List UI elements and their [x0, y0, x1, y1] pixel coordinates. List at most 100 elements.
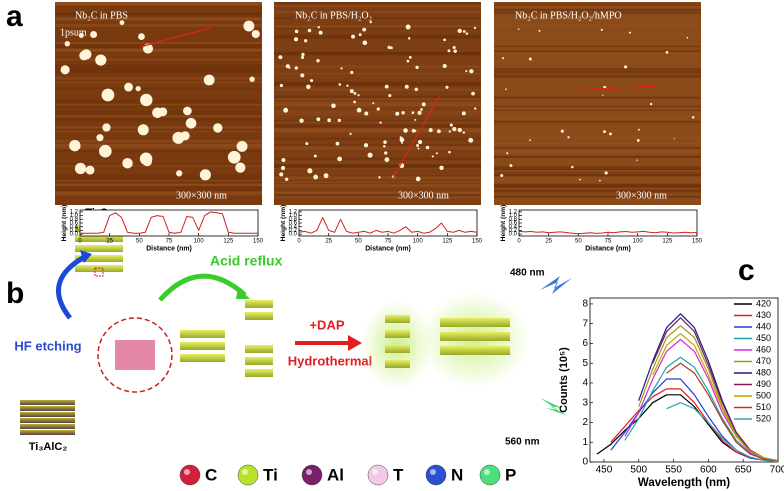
particle	[95, 54, 107, 66]
data-line	[624, 338, 779, 462]
panel-label: b	[6, 277, 24, 310]
legend-label: 420	[756, 298, 771, 308]
particle	[358, 33, 362, 37]
x-tick-label: 0	[297, 238, 301, 244]
texture	[494, 173, 701, 177]
data-line	[624, 356, 779, 462]
particle	[387, 45, 391, 49]
particle	[251, 29, 260, 39]
particle	[78, 33, 84, 39]
particle	[235, 162, 246, 173]
particle	[236, 140, 248, 152]
y-tick-label: 7	[582, 318, 588, 329]
particle	[691, 116, 695, 119]
texture	[494, 109, 701, 112]
texture	[494, 4, 701, 6]
particle	[331, 103, 336, 109]
particle	[505, 88, 507, 90]
y-tick-label: 1.2	[289, 209, 298, 215]
texture	[494, 105, 701, 108]
legend-label: 440	[756, 321, 771, 331]
x-tick-label: 125	[662, 238, 673, 244]
atom-label: P	[505, 465, 516, 484]
particle	[313, 174, 319, 180]
panel-label: c	[738, 254, 755, 287]
legend-label: 500	[756, 390, 771, 400]
texture	[274, 104, 481, 107]
texture	[55, 49, 262, 53]
texture	[494, 176, 701, 179]
image-size: 300×300 nm	[176, 190, 227, 201]
y-tick-label: 0.0	[509, 232, 518, 238]
x-tick-label: 50	[355, 238, 362, 244]
particle	[414, 87, 418, 92]
y-axis-title: Counts (10⁵)	[558, 347, 570, 413]
texture	[55, 139, 262, 143]
particle	[407, 37, 411, 40]
x-tick-label: 150	[472, 238, 483, 244]
x-tick-label: 75	[166, 238, 173, 244]
texture	[55, 191, 262, 194]
particle	[649, 102, 653, 106]
particle	[101, 88, 115, 102]
particle	[281, 158, 286, 163]
y-tick-label: 0.2	[509, 228, 518, 234]
image-caption: Nb₂C in PBS	[75, 10, 128, 21]
particle	[686, 36, 689, 39]
particle	[213, 123, 223, 133]
texture	[55, 64, 262, 68]
particle	[388, 93, 392, 98]
atom-highlight	[372, 469, 378, 475]
particle	[384, 157, 390, 163]
texture	[274, 27, 481, 30]
y-tick-label: 0.4	[509, 224, 518, 230]
texture	[55, 103, 262, 106]
particle	[304, 39, 308, 43]
x-tick-label: 650	[735, 465, 752, 476]
particle	[300, 73, 305, 78]
texture	[55, 128, 262, 132]
texture	[494, 120, 701, 123]
step-label: HF etching	[14, 338, 81, 353]
texture	[55, 189, 262, 192]
particle	[403, 128, 408, 133]
wavelength-label: 560 nm	[505, 437, 540, 448]
particle	[96, 134, 104, 142]
particle	[404, 84, 409, 89]
particle	[353, 100, 356, 104]
particle	[624, 65, 628, 69]
x-tick-label: 500	[630, 465, 647, 476]
particle	[305, 142, 309, 146]
texture	[55, 150, 262, 153]
particle	[390, 46, 393, 50]
y-tick-label: 5	[582, 358, 588, 369]
texture	[55, 163, 262, 165]
data-line	[666, 402, 779, 463]
particle	[457, 127, 462, 133]
particle	[383, 144, 386, 148]
texture	[494, 136, 701, 139]
y-tick-label: 3	[582, 397, 588, 408]
x-axis-title: Distance (nm)	[365, 245, 411, 252]
excitation-bolt	[540, 276, 572, 294]
y-tick-label: 1.0	[289, 213, 298, 219]
particle	[203, 74, 215, 86]
particle	[443, 38, 446, 42]
legend-label: 520	[756, 413, 771, 423]
texture	[494, 190, 701, 194]
texture	[274, 191, 481, 195]
particle	[578, 178, 581, 181]
atom-highlight	[306, 469, 312, 475]
particle	[673, 138, 675, 140]
texture	[274, 144, 481, 147]
texture	[55, 76, 262, 80]
texture	[55, 147, 262, 149]
texture	[494, 166, 701, 170]
particle	[124, 82, 133, 92]
particle	[560, 129, 564, 133]
particle	[445, 85, 449, 89]
texture	[274, 26, 481, 28]
atom-swatch	[367, 464, 389, 486]
particle	[353, 92, 357, 95]
texture	[274, 65, 481, 68]
